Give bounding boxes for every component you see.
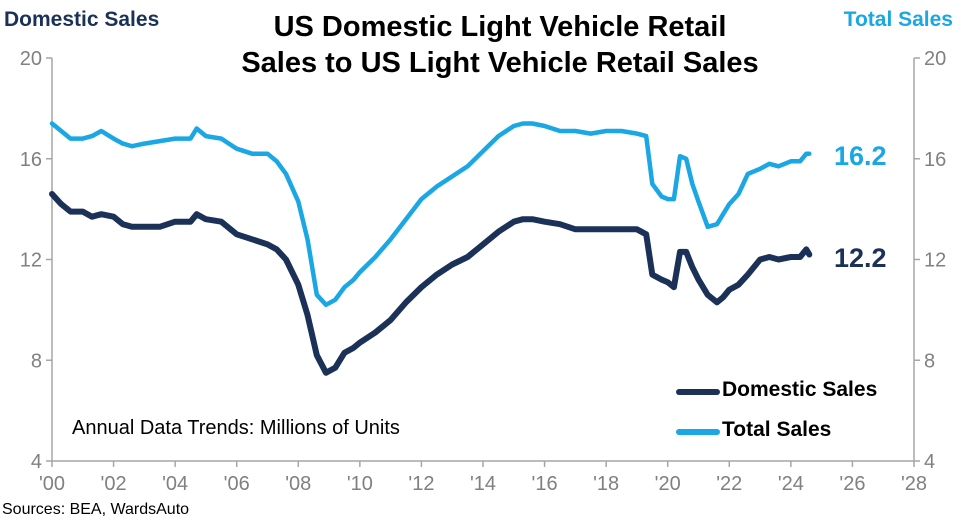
series-line-domestic <box>49 191 813 376</box>
x-tick-label: '28 <box>901 473 927 495</box>
chart-title-line-2: Sales to US Light Vehicle Retail Sales <box>241 47 759 79</box>
end-label-domestic: 12.2 <box>834 243 887 273</box>
right-y-tick-label: 4 <box>924 451 935 473</box>
x-tick-label: '08 <box>285 473 311 495</box>
x-tick-label: '12 <box>408 473 434 495</box>
x-tick-label: '10 <box>347 473 373 495</box>
x-tick-label: '00 <box>39 473 65 495</box>
x-tick-label: '24 <box>778 473 804 495</box>
legend-label-total: Total Sales <box>722 418 832 441</box>
chart-title-line-1: US Domestic Light Vehicle Retail <box>273 11 727 43</box>
x-tick-label: '18 <box>593 473 619 495</box>
legend-line-total <box>676 429 720 435</box>
legend-label-domestic: Domestic Sales <box>722 378 878 401</box>
right-axis-title: Total Sales <box>843 8 953 31</box>
source-note: Sources: BEA, WardsAuto <box>2 501 190 518</box>
right-y-tick-label: 8 <box>924 350 935 372</box>
x-tick-label: '04 <box>162 473 188 495</box>
legend-line-domestic <box>676 389 720 395</box>
end-label-total: 16.2 <box>834 141 887 171</box>
chart-subtitle: Annual Data Trends: Millions of Units <box>72 417 400 439</box>
right-y-tick-label: 12 <box>924 250 946 272</box>
left-y-tick-label: 20 <box>20 48 42 70</box>
left-y-tick-label: 4 <box>31 451 42 473</box>
series-line-total <box>49 121 812 308</box>
chart-title: US Domestic Light Vehicle Retail Sales t… <box>145 9 855 81</box>
right-y-tick-label: 16 <box>924 149 946 171</box>
x-tick-label: '22 <box>716 473 742 495</box>
left-y-tick-label: 8 <box>31 350 42 372</box>
x-tick-label: '06 <box>224 473 250 495</box>
right-y-tick-label: 20 <box>924 48 946 70</box>
x-tick-label: '20 <box>655 473 681 495</box>
x-tick-label: '02 <box>101 473 127 495</box>
x-tick-label: '26 <box>839 473 865 495</box>
left-y-tick-label: 16 <box>20 149 42 171</box>
x-tick-label: '14 <box>470 473 496 495</box>
left-y-tick-label: 12 <box>20 250 42 272</box>
x-tick-label: '16 <box>532 473 558 495</box>
left-axis-title: Domestic Sales <box>4 8 160 31</box>
